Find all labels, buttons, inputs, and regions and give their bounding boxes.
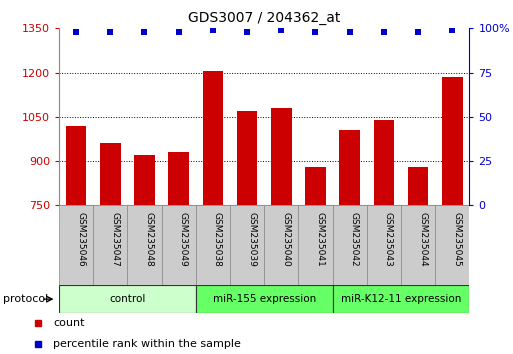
Text: GSM235041: GSM235041 [315,212,325,267]
Bar [442,77,463,205]
Text: percentile rank within the sample: percentile rank within the sample [53,339,241,349]
Point [346,29,354,35]
Title: GDS3007 / 204362_at: GDS3007 / 204362_at [188,11,341,24]
FancyBboxPatch shape [127,205,162,285]
Text: count: count [53,319,85,329]
Point [141,29,149,35]
Point [277,27,285,33]
Point [243,29,251,35]
FancyBboxPatch shape [299,205,332,285]
Bar [237,111,258,205]
Bar [340,130,360,205]
FancyBboxPatch shape [401,205,435,285]
Point [311,29,320,35]
Text: GSM235042: GSM235042 [350,212,359,266]
Point [380,29,388,35]
FancyBboxPatch shape [162,205,196,285]
Text: GSM235039: GSM235039 [247,212,256,267]
Bar [373,120,394,205]
FancyBboxPatch shape [435,205,469,285]
Text: GSM235040: GSM235040 [281,212,290,267]
Bar [66,126,86,205]
FancyBboxPatch shape [230,205,264,285]
FancyBboxPatch shape [264,205,299,285]
FancyBboxPatch shape [332,285,469,313]
FancyBboxPatch shape [367,205,401,285]
Point [106,29,114,35]
Bar [100,143,121,205]
FancyBboxPatch shape [196,205,230,285]
Text: GSM235043: GSM235043 [384,212,393,267]
Text: GSM235045: GSM235045 [452,212,461,267]
Text: control: control [109,294,146,304]
FancyBboxPatch shape [93,205,127,285]
FancyBboxPatch shape [59,285,196,313]
FancyBboxPatch shape [196,285,332,313]
Bar [408,167,428,205]
FancyBboxPatch shape [332,205,367,285]
Point [209,27,217,33]
Point [174,29,183,35]
FancyBboxPatch shape [59,205,93,285]
Text: miR-155 expression: miR-155 expression [212,294,316,304]
Text: GSM235044: GSM235044 [418,212,427,266]
Point [72,29,80,35]
Text: miR-K12-11 expression: miR-K12-11 expression [341,294,461,304]
Text: GSM235038: GSM235038 [213,212,222,267]
Text: GSM235049: GSM235049 [179,212,188,267]
Text: GSM235048: GSM235048 [145,212,153,267]
Bar [168,152,189,205]
Bar [305,167,326,205]
Bar [271,108,291,205]
Bar [134,155,155,205]
Text: protocol: protocol [3,294,48,304]
Text: GSM235047: GSM235047 [110,212,120,267]
Point [448,27,457,33]
Bar [203,71,223,205]
Text: GSM235046: GSM235046 [76,212,85,267]
Point [414,29,422,35]
